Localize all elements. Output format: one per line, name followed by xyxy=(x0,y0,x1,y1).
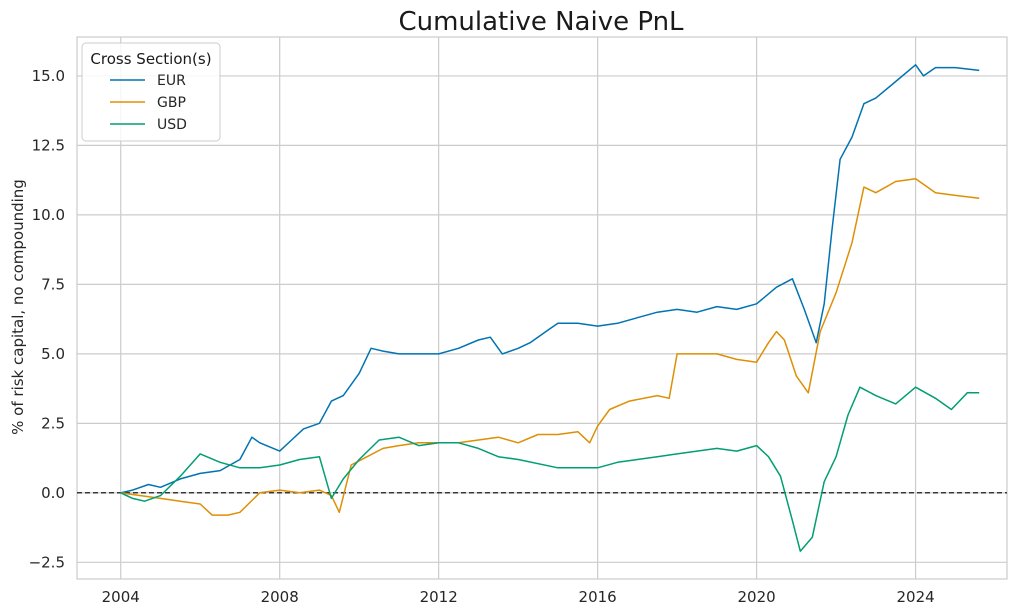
y-tick-label: 7.5 xyxy=(41,275,65,293)
series-line-eur xyxy=(120,64,980,494)
plot-frame xyxy=(76,36,1008,580)
x-tick-label: 2020 xyxy=(738,588,776,606)
axis-tick-labels: 2004 2008 2012 2016 2020 2024 −2.5 0.0 2.5 5.0 7.5… xyxy=(29,67,935,606)
series-layer xyxy=(120,64,980,552)
legend-box xyxy=(81,42,221,142)
y-tick-label: 2.5 xyxy=(41,414,65,432)
x-tick-label: 2008 xyxy=(261,588,299,606)
x-tick-label: 2012 xyxy=(420,588,458,606)
x-tick-label: 2016 xyxy=(579,588,617,606)
legend-label-eur: EUR xyxy=(157,73,186,89)
y-tick-label: 12.5 xyxy=(32,136,65,154)
series-line-gbp xyxy=(120,178,980,516)
y-axis-label: % of risk capital, no compounding xyxy=(9,179,27,435)
series-line-usd xyxy=(120,386,980,552)
legend: Cross Section(s) EUR GBP USD xyxy=(81,42,221,142)
legend-label-gbp: GBP xyxy=(157,95,186,111)
legend-title: Cross Section(s) xyxy=(90,50,211,68)
legend-items: EUR GBP USD xyxy=(110,73,187,133)
x-tick-label: 2004 xyxy=(102,588,140,606)
y-tick-label: 0.0 xyxy=(41,484,65,502)
y-tick-label: 15.0 xyxy=(32,67,65,85)
chart-title: Cumulative Naive PnL xyxy=(398,7,684,37)
y-tick-label: 10.0 xyxy=(32,206,65,224)
y-tick-label: 5.0 xyxy=(41,345,65,363)
y-tick-label: −2.5 xyxy=(29,553,65,571)
legend-label-usd: USD xyxy=(157,117,187,133)
x-tick-label: 2024 xyxy=(896,588,934,606)
